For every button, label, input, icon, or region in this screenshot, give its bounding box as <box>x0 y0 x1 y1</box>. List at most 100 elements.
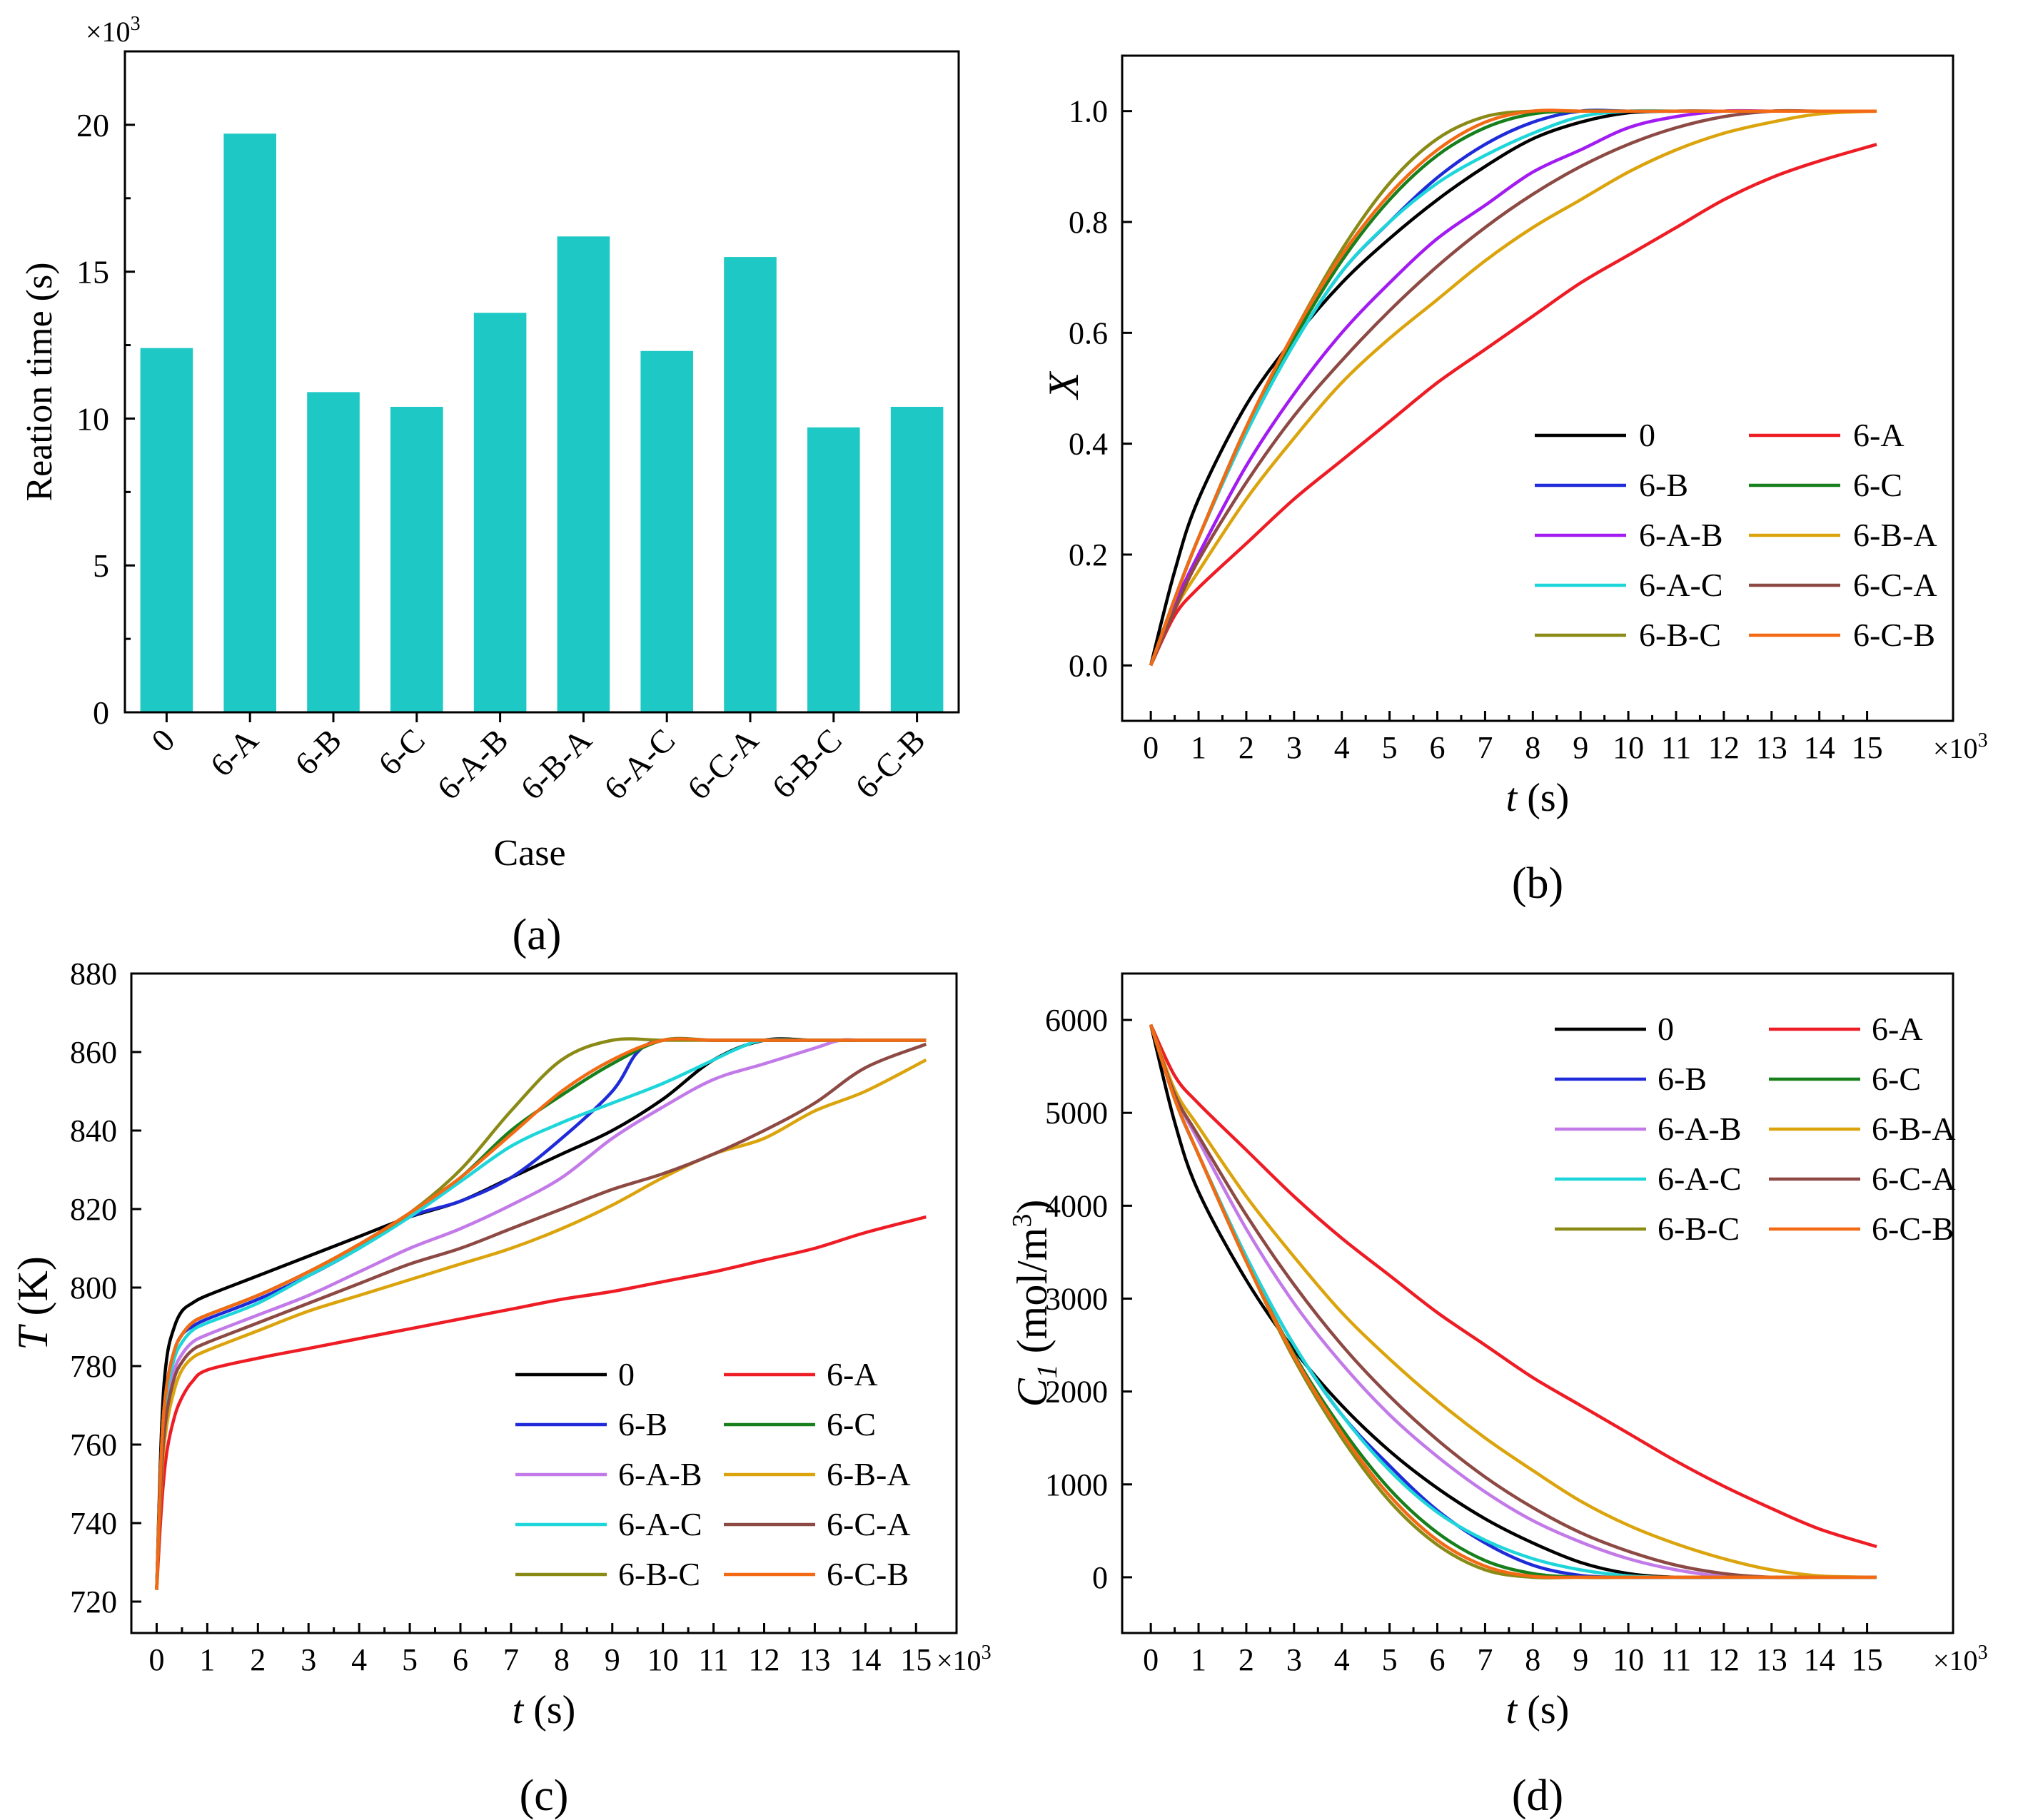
x-tick-label: 6-C-B <box>848 722 932 805</box>
x-axis-label: t (s) <box>513 1688 576 1732</box>
x-tick-label: 1 <box>1191 730 1206 765</box>
x-tick-label: 0 <box>144 722 181 759</box>
x-tick-label: 11 <box>698 1642 728 1677</box>
series-line-6-A <box>155 1215 927 1590</box>
x-tick-label: 13 <box>799 1642 830 1677</box>
series-line-6-C <box>1149 109 1877 667</box>
x-tick-label: 8 <box>1525 730 1540 765</box>
legend-label: 6-C <box>827 1406 876 1442</box>
x-tick-label: 9 <box>1573 730 1588 765</box>
x-tick-label: 2 <box>1239 1642 1254 1677</box>
x-tick-label: 6 <box>453 1642 468 1677</box>
panel-label: (c) <box>520 1771 569 1820</box>
series-line-6-B-C <box>155 1037 927 1590</box>
legend-label: 6-B-C <box>1639 617 1721 653</box>
x-tick-label: 14 <box>849 1642 881 1677</box>
bar-6-C <box>390 406 443 712</box>
x-tick-label: 6-B-C <box>765 722 848 805</box>
legend-label: 6-A-C <box>1639 567 1723 603</box>
x-tick-label: 7 <box>503 1642 519 1677</box>
series-line-6-C-A <box>155 1042 927 1590</box>
y-tick-label: 800 <box>70 1270 117 1305</box>
series-line-6-B-A <box>1149 1023 1877 1579</box>
series-line-6-C-B <box>155 1037 927 1590</box>
series-group <box>1149 108 1877 667</box>
y-tick-label: 15 <box>76 254 109 290</box>
y-tick-label: 10 <box>76 400 109 437</box>
bar-6-A <box>223 133 276 713</box>
y-axis-label: Reation time (s) <box>19 262 60 501</box>
legend-label: 6-A-B <box>1639 517 1723 553</box>
legend-label: 6-C-A <box>827 1506 911 1542</box>
y-tick-label: 2000 <box>1045 1375 1108 1410</box>
x-tick-label: 12 <box>1708 1642 1740 1677</box>
panel-label: (a) <box>513 911 562 959</box>
series-line-6-A-B <box>1149 108 1877 667</box>
y-axis-label: C1 (mol/m3) <box>1007 1200 1063 1407</box>
x-tick-label: 6-B <box>288 722 348 782</box>
x-tick-label: 2 <box>1239 730 1254 765</box>
legend-label: 0 <box>618 1356 635 1392</box>
legend-label: 6-C-B <box>1853 617 1935 653</box>
bar-6-B <box>307 392 360 712</box>
x-tick-label: 6-B-A <box>513 722 598 807</box>
x-tick-label: 6 <box>1430 730 1446 765</box>
legend-label: 6-B-A <box>1872 1111 1956 1147</box>
panel-d-concentration-chart: 0 1 2 3 4 5 6 7 8 9 10 11 12 13 14 15010002000300040005… <box>1007 972 1988 1820</box>
series-line-6-A <box>1149 1023 1877 1549</box>
y-tick-label: 0.2 <box>1069 537 1108 572</box>
y-tick-label: 4000 <box>1045 1188 1108 1223</box>
panel-a-plot-frame <box>123 50 960 714</box>
series-group <box>1149 1023 1877 1579</box>
y-tick-label: 20 <box>76 107 109 143</box>
y-tick-label: 6000 <box>1045 1003 1108 1038</box>
series-line-6-B-A <box>1149 109 1877 667</box>
x-tick-label: 6 <box>1430 1642 1446 1677</box>
y-tick-label: 880 <box>70 956 117 991</box>
x-tick-label: 7 <box>1477 730 1493 765</box>
series-line-6-A-B <box>155 1038 927 1590</box>
x-tick-label: 7 <box>1477 1642 1493 1677</box>
x-tick-label: 11 <box>1661 1642 1691 1677</box>
x-tick-label: 2 <box>250 1642 266 1677</box>
bar-6-B-C <box>807 427 860 712</box>
x-tick-label: 15 <box>1852 730 1883 765</box>
series-group <box>155 1036 927 1590</box>
x-tick-label: 15 <box>900 1642 932 1677</box>
series-line-6-C-B <box>1149 1023 1877 1579</box>
x-tick-label: 0 <box>148 1642 164 1677</box>
x-tick-label: 14 <box>1804 730 1835 765</box>
y-tick-label: 840 <box>70 1113 117 1148</box>
x-tick-label: 9 <box>605 1642 620 1677</box>
series-line-6-B-C <box>1149 108 1877 667</box>
series-line-6-B <box>1149 108 1877 667</box>
panel-b-conversion-chart: 0 1 2 3 4 5 6 7 8 9 10 11 12 13 14 150.00.20.40.60.81.0… <box>1040 54 1988 908</box>
y-tick-label: 0.6 <box>1069 315 1108 350</box>
x-tick-label: 14 <box>1804 1642 1835 1677</box>
bar-6-C-B <box>890 406 944 712</box>
series-line-6-A-C <box>1149 108 1877 667</box>
x-tick-label: 10 <box>1613 730 1644 765</box>
x-tick-label: 10 <box>647 1642 679 1677</box>
legend-label: 6-A-C <box>618 1506 702 1542</box>
y-tick-label: 0.0 <box>1069 648 1108 683</box>
legend-label: 6-B-A <box>1853 517 1937 553</box>
x-tick-label: 4 <box>1334 1642 1350 1677</box>
series-line-6-C <box>155 1036 927 1590</box>
series-line-6-C-A <box>1149 1023 1877 1579</box>
x-tick-label: 5 <box>402 1642 418 1677</box>
y-tick-label: 740 <box>70 1506 117 1541</box>
y-axis-label: X <box>1040 370 1087 400</box>
y-tick-label: 820 <box>70 1192 117 1227</box>
bar-0 <box>140 348 193 712</box>
legend-label: 6-B-C <box>1658 1210 1740 1247</box>
multiplier-label: ×103 <box>1933 1642 1988 1677</box>
x-tick-label: 13 <box>1756 1642 1787 1677</box>
x-tick-label: 10 <box>1613 1642 1644 1677</box>
y-tick-label: 5 <box>93 547 109 584</box>
panel-label: (d) <box>1512 1771 1563 1820</box>
legend-label: 6-A <box>827 1356 878 1392</box>
x-tick-label: 3 <box>1286 1642 1302 1677</box>
